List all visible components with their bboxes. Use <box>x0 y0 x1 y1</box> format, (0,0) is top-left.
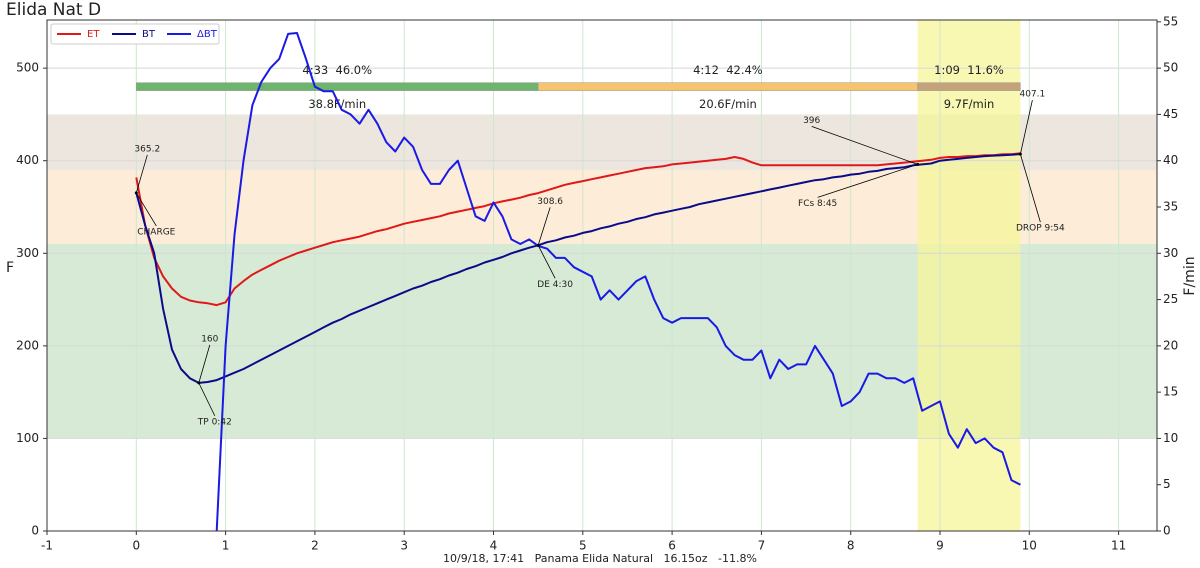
phase-time-label: 4:33 46.0% <box>302 63 372 77</box>
y-tick-label: 0 <box>31 524 39 538</box>
event-value-label: 308.6 <box>537 197 563 207</box>
annotation-leader <box>198 382 216 417</box>
y2-tick-label: 45 <box>1163 107 1178 121</box>
event-point <box>1018 152 1022 156</box>
y2-tick-label: 5 <box>1163 477 1171 491</box>
legend-label: ET <box>87 29 100 40</box>
series-line <box>215 32 1021 532</box>
event-name-label: DE 4:30 <box>537 280 573 290</box>
annotation-leader <box>537 207 551 246</box>
y2-tick-label: 40 <box>1163 153 1178 167</box>
annotation-leader <box>537 245 556 279</box>
y2-tick-label: 55 <box>1163 14 1178 28</box>
x-tick-label: 8 <box>847 539 855 553</box>
event-name-label: TP 0:42 <box>197 417 232 427</box>
x-tick-label: -1 <box>41 539 53 553</box>
y2-axis-label: F/min <box>1182 256 1198 295</box>
event-name-label: FCs 8:45 <box>798 199 837 209</box>
phase-rate-label: 20.6F/min <box>699 97 757 111</box>
y2-tick-label: 30 <box>1163 246 1178 260</box>
annotation-leader <box>811 126 918 165</box>
y-tick-label: 200 <box>16 338 39 352</box>
event-point <box>916 162 920 166</box>
legend-label: BT <box>142 29 156 40</box>
x-tick-label: 11 <box>1111 539 1126 553</box>
development-band <box>917 20 1021 531</box>
plot-frame <box>46 19 1158 532</box>
x-tick-label: 4 <box>490 539 498 553</box>
series-line <box>135 152 1021 307</box>
y2-tick-label: 25 <box>1163 292 1178 306</box>
x-tick-label: 2 <box>311 539 319 553</box>
x-tick-label: 10 <box>1022 539 1037 553</box>
x-tick-label: 9 <box>936 539 944 553</box>
annotation-leader <box>1019 100 1033 155</box>
phase-bar <box>917 82 1021 91</box>
phase-time-label: 4:12 42.4% <box>693 63 763 77</box>
x-tick-label: 0 <box>132 539 140 553</box>
annotation-leader <box>817 164 918 198</box>
event-value-label: 365.2 <box>134 144 160 154</box>
y2-tick-label: 0 <box>1163 524 1171 538</box>
phase-bar <box>136 82 539 91</box>
y2-tick-label: 10 <box>1163 431 1178 445</box>
y-tick-label: 100 <box>16 431 39 445</box>
y2-tick-label: 20 <box>1163 338 1178 352</box>
y-axis-label: F <box>6 260 14 276</box>
x-tick-label: 7 <box>758 539 766 553</box>
y2-tick-label: 15 <box>1163 385 1178 399</box>
series-line <box>135 153 1021 384</box>
event-point <box>134 191 138 195</box>
event-value-label: 407.1 <box>1019 90 1045 100</box>
event-value-label: 160 <box>201 334 218 344</box>
event-name-label: DROP 9:54 <box>1016 224 1065 234</box>
phase-rate-label: 38.8F/min <box>308 97 366 111</box>
annotation-leader <box>135 192 157 227</box>
phase-bar <box>537 82 918 91</box>
annotation-leader <box>198 344 211 383</box>
y2-tick-label: 50 <box>1163 61 1178 75</box>
event-point <box>197 381 201 385</box>
event-point <box>536 243 540 247</box>
x-tick-label: 3 <box>400 539 408 553</box>
x-tick-label: 6 <box>668 539 676 553</box>
y-tick-label: 300 <box>16 246 39 260</box>
y-tick-label: 500 <box>16 61 39 75</box>
footer: 10/9/18, 17:41 Panama Elida Natural 16.1… <box>443 552 757 565</box>
annotation-leader <box>135 154 148 194</box>
chart-title: Elida Nat D <box>6 0 101 20</box>
phase-time-label: 1:09 11.6% <box>934 63 1004 77</box>
phase-rate-label: 9.7F/min <box>944 97 994 111</box>
y2-tick-label: 35 <box>1163 199 1178 213</box>
annotation-leader <box>1019 154 1041 223</box>
y-tick-label: 400 <box>16 153 39 167</box>
x-tick-label: 5 <box>579 539 587 553</box>
x-tick-label: 1 <box>222 539 230 553</box>
event-name-label: CHARGE <box>137 227 175 237</box>
event-value-label: 396 <box>803 116 820 126</box>
legend-label: ΔBT <box>197 29 218 40</box>
